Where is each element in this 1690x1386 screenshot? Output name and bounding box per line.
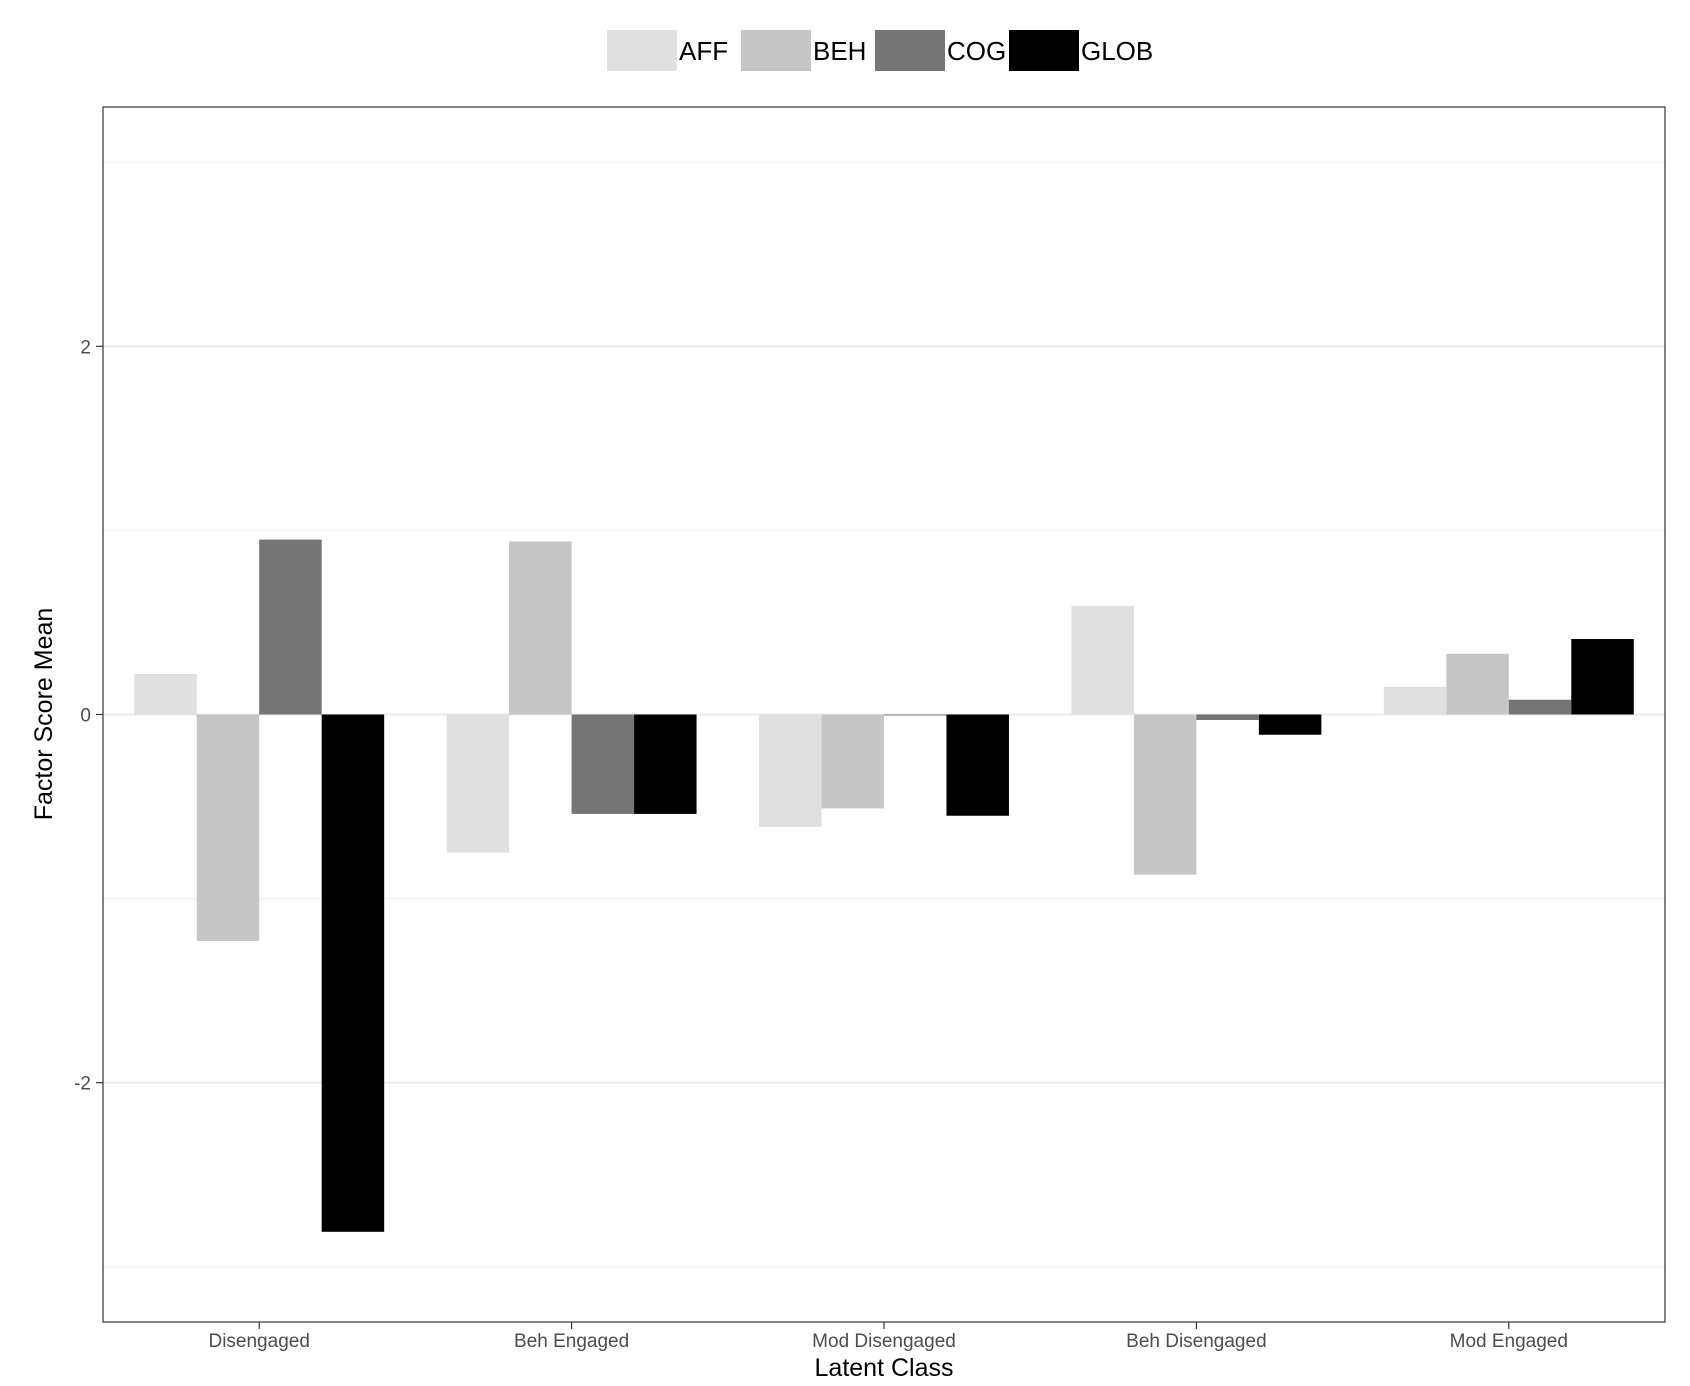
- bar-aff-beh-disengaged: [1071, 605, 1134, 715]
- bar-glob-mod-disengaged: [946, 714, 1009, 816]
- x-tick-label: Mod Disengaged: [812, 1331, 956, 1352]
- x-tick-label: Beh Disengaged: [1126, 1331, 1267, 1352]
- bar-aff-mod-disengaged: [759, 714, 822, 827]
- bar-glob-mod-engaged: [1571, 639, 1634, 715]
- y-tick-label: 2: [80, 337, 91, 358]
- bar-cog-mod-disengaged: [884, 714, 947, 716]
- x-tick-label: Beh Engaged: [514, 1331, 629, 1352]
- bar-cog-mod-engaged: [1508, 699, 1572, 715]
- bar-glob-disengaged: [321, 714, 385, 1232]
- bar-cog-beh-disengaged: [1196, 714, 1259, 721]
- bar-beh-mod-engaged: [1446, 653, 1509, 715]
- bar-aff-disengaged: [134, 674, 197, 715]
- bar-beh-beh-disengaged: [1133, 714, 1197, 875]
- legend-label-glob: GLOB: [1081, 36, 1153, 66]
- bar-beh-mod-disengaged: [821, 714, 884, 809]
- y-tick-label: -2: [74, 1074, 91, 1095]
- x-axis: Disengaged Beh Engaged Mod Disengaged Beh D…: [208, 1322, 1568, 1352]
- y-axis-title: Factor Score Mean: [30, 608, 58, 821]
- x-axis-title: Latent Class: [815, 1354, 954, 1382]
- legend: AFF BEH COG GLOB: [607, 30, 1153, 71]
- x-tick-label: Mod Engaged: [1450, 1331, 1568, 1352]
- y-axis: -2 0 2: [74, 337, 103, 1095]
- legend-key-glob: [1009, 30, 1079, 71]
- legend-key-aff: [607, 30, 677, 71]
- x-tick-label: Disengaged: [208, 1331, 309, 1352]
- bar-cog-beh-engaged: [571, 714, 635, 814]
- legend-key-cog: [875, 30, 945, 71]
- y-tick-label: 0: [80, 706, 91, 727]
- legend-key-beh: [741, 30, 811, 71]
- legend-label-cog: COG: [947, 36, 1006, 66]
- bar-aff-beh-engaged: [446, 714, 510, 853]
- bar-glob-beh-engaged: [634, 714, 697, 814]
- legend-label-aff: AFF: [679, 36, 728, 66]
- bars: [134, 539, 1634, 1232]
- legend-label-beh: BEH: [813, 36, 866, 66]
- bar-aff-mod-engaged: [1383, 686, 1447, 715]
- bar-beh-beh-engaged: [509, 541, 572, 715]
- bar-beh-disengaged: [196, 714, 260, 941]
- bar-glob-beh-disengaged: [1258, 714, 1322, 735]
- bar-cog-disengaged: [259, 539, 322, 715]
